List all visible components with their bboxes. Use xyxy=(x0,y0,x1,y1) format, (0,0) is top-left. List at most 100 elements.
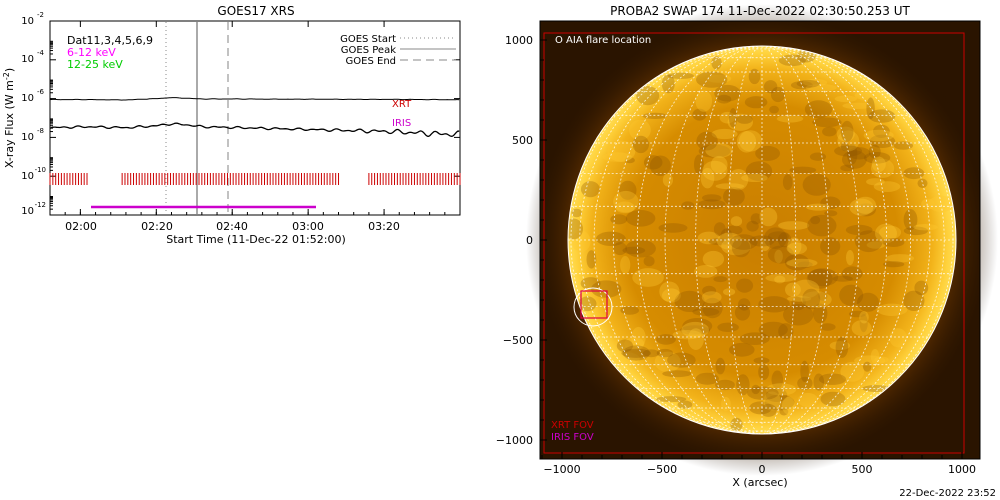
sun-texture-patch xyxy=(849,198,874,216)
sun-texture-patch xyxy=(738,298,751,311)
sun-texture-patch xyxy=(851,320,872,336)
sun-texture-patch xyxy=(774,249,783,264)
longitude-line xyxy=(761,46,829,434)
xrt-coverage xyxy=(49,173,461,185)
x-tick-label: 02:40 xyxy=(216,220,248,233)
sun-texture-patch xyxy=(719,111,736,124)
sun-texture-patch xyxy=(800,360,809,382)
y-tick-exp: -8 xyxy=(37,127,44,135)
sun-texture-patch xyxy=(871,158,895,178)
sun-texture-patch xyxy=(914,280,929,296)
sun-texture-patch xyxy=(716,94,732,104)
sun-texture-patch xyxy=(842,150,867,169)
longitude-line xyxy=(761,46,911,434)
sun-texture-patch xyxy=(728,108,738,128)
sun-texture-patch xyxy=(790,81,813,90)
sun-texture-patch xyxy=(625,210,656,227)
sun-texture-patch xyxy=(716,232,742,250)
sun-texture-patch xyxy=(613,242,627,256)
longitude-line xyxy=(761,46,954,434)
sun-texture-patch xyxy=(730,216,743,227)
sun-texture-patch xyxy=(615,201,635,214)
sun-texture-patch xyxy=(681,201,695,210)
sun-texture-patch xyxy=(802,78,828,87)
sun-texture-patch xyxy=(903,167,925,180)
sun-texture-patch xyxy=(713,276,728,283)
sun-texture-patch xyxy=(749,235,775,247)
sun-texture-patch xyxy=(748,68,761,85)
sun-texture-patch xyxy=(842,102,873,110)
sun-texture-patch xyxy=(697,199,726,210)
sun-texture-patch xyxy=(787,237,802,256)
sun-texture-patch xyxy=(631,326,646,349)
x-tick-label: 500 xyxy=(852,463,873,476)
y-tick-exp: -10 xyxy=(35,166,46,174)
sun-grid xyxy=(568,46,956,434)
sun-texture-patch xyxy=(739,332,770,346)
sun-texture-patch xyxy=(717,322,739,332)
longitude-line xyxy=(579,46,763,434)
sun-texture-patch xyxy=(804,100,833,119)
sun-texture-patch xyxy=(741,173,768,182)
sun-texture-patch xyxy=(770,86,786,103)
sun-texture-patch xyxy=(643,155,663,170)
sun-texture-patch xyxy=(711,128,738,140)
sun-texture-patch xyxy=(776,115,804,123)
sun-texture-patch xyxy=(797,261,813,268)
sun-texture-patch xyxy=(753,357,770,364)
swap-y-tick-labels: 1000 500 0 −500 −1000 xyxy=(496,34,533,447)
sun-texture-patch xyxy=(848,310,867,318)
sun-texture-patch xyxy=(818,373,847,385)
sun-texture-patch xyxy=(873,124,890,138)
longitude-line xyxy=(570,46,763,434)
y-tick-exp: -4 xyxy=(37,49,45,57)
sun-texture-patch xyxy=(734,304,751,321)
y-tick-exp: -2 xyxy=(37,11,44,19)
sun-texture-patch xyxy=(763,227,788,249)
sun-texture-patch xyxy=(745,161,773,182)
sun-texture-patch xyxy=(696,71,728,88)
sun-texture-patch xyxy=(903,209,918,231)
timestamp: 22-Dec-2022 23:52 xyxy=(899,488,996,499)
sun-texture-patch xyxy=(701,291,722,304)
y-tick-label: 10 xyxy=(21,206,34,217)
sun-texture-patch xyxy=(765,388,788,402)
sun-texture-patch xyxy=(602,152,632,162)
sun-texture-patch xyxy=(702,297,723,319)
sun-texture-patch xyxy=(785,282,801,297)
sun-texture-patch xyxy=(847,143,858,165)
sun-texture-patch xyxy=(771,370,784,389)
sun-texture-patch xyxy=(866,241,886,249)
sun-texture-patch xyxy=(797,376,813,390)
sun-texture-patch xyxy=(700,408,712,425)
sun-texture xyxy=(568,46,955,432)
legend-goes-end: GOES End xyxy=(346,56,396,67)
sun-texture-patch xyxy=(836,126,855,142)
swap-axis-ticks xyxy=(540,39,963,459)
x-tick-label: 1000 xyxy=(948,463,976,476)
y-tick-label: 10 xyxy=(21,93,34,104)
sun-texture-patch xyxy=(658,223,688,233)
longitude-line xyxy=(761,46,888,434)
sun-texture-patch xyxy=(819,323,836,331)
longitude-line xyxy=(761,46,860,434)
aia-flare-location-circle xyxy=(573,287,613,327)
sun-texture-patch xyxy=(805,84,837,92)
sun-texture-patch xyxy=(725,225,743,235)
sun-texture-patch xyxy=(729,342,755,357)
series-6-12kev-line xyxy=(49,122,460,137)
sun-texture-patch xyxy=(837,130,860,152)
sun-texture-patch xyxy=(727,113,753,131)
x-tick-label: 0 xyxy=(759,463,766,476)
sun-texture-patch xyxy=(580,277,601,290)
sun-texture-patch xyxy=(882,238,905,247)
sun-texture-patch xyxy=(789,166,817,174)
sun-limb xyxy=(567,45,957,435)
goes-series xyxy=(49,97,460,137)
sun-texture-patch xyxy=(913,224,938,231)
sun-texture-patch xyxy=(767,245,795,264)
sun-texture-patch xyxy=(791,296,806,311)
sun-texture-patch xyxy=(779,408,789,416)
sun-texture-patch xyxy=(787,295,812,302)
sun-texture-patch xyxy=(863,361,872,372)
